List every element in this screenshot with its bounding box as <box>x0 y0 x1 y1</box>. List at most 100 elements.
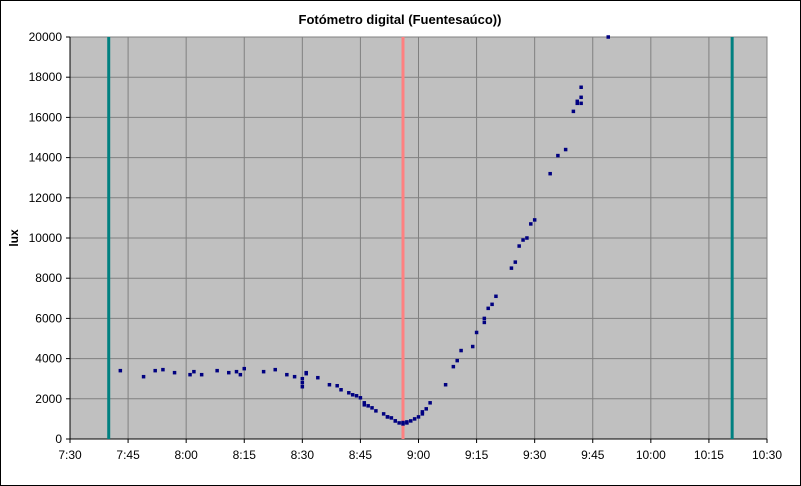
y-tick-label: 14000 <box>29 151 63 165</box>
data-point <box>420 412 425 416</box>
y-tick-label: 20000 <box>29 30 63 44</box>
data-point <box>575 99 580 104</box>
data-point <box>409 419 413 423</box>
data-point <box>370 406 374 410</box>
data-point <box>606 35 610 39</box>
data-point <box>327 382 332 387</box>
data-point <box>451 364 456 369</box>
data-point <box>521 238 525 242</box>
data-point <box>385 415 390 419</box>
y-tick-label: 6000 <box>35 311 62 325</box>
x-tick-label: 8:00 <box>174 448 198 462</box>
data-point <box>397 421 401 425</box>
data-point <box>575 101 580 106</box>
data-point <box>242 366 246 371</box>
data-point <box>339 388 343 392</box>
data-point <box>482 320 487 325</box>
x-tick-label: 10:00 <box>636 448 666 462</box>
y-axis-label: lux <box>7 229 21 247</box>
data-point <box>486 306 490 311</box>
data-point <box>118 368 123 373</box>
y-tick-label: 16000 <box>29 110 63 124</box>
data-point <box>412 417 417 421</box>
data-point <box>172 370 177 375</box>
x-tick-label: 9:00 <box>407 448 431 462</box>
x-tick-label: 7:45 <box>116 448 140 462</box>
data-point <box>509 266 514 270</box>
y-tick-label: 10000 <box>29 231 63 245</box>
y-tick-label: 8000 <box>35 271 62 285</box>
data-point <box>192 369 196 374</box>
y-tick-label: 4000 <box>35 352 62 366</box>
x-tick-label: 10:30 <box>752 448 782 462</box>
data-point <box>494 294 498 299</box>
data-point <box>358 396 363 400</box>
data-point <box>443 382 448 387</box>
data-point <box>234 369 239 374</box>
data-point <box>525 236 529 240</box>
data-point <box>141 374 146 379</box>
data-point <box>335 383 339 388</box>
data-point <box>482 316 487 321</box>
data-point <box>285 372 289 377</box>
data-point <box>273 367 277 372</box>
data-point <box>161 367 165 372</box>
data-point <box>424 407 428 411</box>
data-point <box>354 394 359 398</box>
data-point <box>474 330 479 335</box>
data-point <box>532 218 537 222</box>
data-point <box>571 109 576 114</box>
data-point <box>513 260 518 264</box>
data-point <box>227 370 231 375</box>
data-point <box>470 344 475 349</box>
data-point <box>215 368 219 373</box>
data-point <box>292 374 297 379</box>
data-point <box>548 171 552 176</box>
data-point <box>556 153 560 158</box>
y-tick-label: 12000 <box>29 191 63 205</box>
data-point <box>366 404 370 408</box>
x-tick-label: 8:30 <box>291 448 315 462</box>
data-point <box>405 420 409 424</box>
data-point <box>579 95 583 100</box>
data-point <box>261 369 266 374</box>
y-tick-label: 18000 <box>29 70 63 84</box>
data-point <box>300 380 305 385</box>
data-point <box>381 412 386 416</box>
data-point <box>579 85 583 89</box>
y-tick-label: 0 <box>55 432 62 446</box>
data-point <box>374 409 378 413</box>
data-point <box>300 384 305 389</box>
data-point <box>455 358 459 363</box>
x-tick-label: 10:15 <box>694 448 724 462</box>
data-point <box>529 222 533 226</box>
data-point <box>579 101 583 106</box>
data-point <box>428 401 432 405</box>
data-point <box>420 410 425 414</box>
data-point <box>490 302 494 307</box>
data-point <box>459 348 463 353</box>
data-point <box>347 391 351 395</box>
data-point <box>362 401 367 405</box>
plot-area: 0 2000 4000 6000 8000 10000 12000 14000 16000 180… <box>29 30 783 462</box>
data-point <box>393 419 398 423</box>
x-tick-label: 9:45 <box>581 448 605 462</box>
data-point <box>199 372 204 377</box>
x-tick-label: 9:30 <box>523 448 547 462</box>
x-tick-label: 8:45 <box>349 448 373 462</box>
data-point <box>362 403 367 407</box>
x-tick-label: 8:15 <box>233 448 257 462</box>
data-point <box>153 368 157 373</box>
data-point <box>238 372 243 377</box>
data-point <box>316 375 320 380</box>
data-point <box>300 376 305 381</box>
data-point <box>389 416 394 420</box>
y-tick-label: 2000 <box>35 392 62 406</box>
data-point <box>563 147 568 152</box>
data-point <box>188 372 192 377</box>
chart-title: Fotómetro digital (Fuentesaúco)) <box>299 12 502 27</box>
x-tick-label: 7:30 <box>58 448 82 462</box>
data-point <box>350 393 355 397</box>
data-point <box>304 371 308 376</box>
data-point <box>401 420 405 425</box>
